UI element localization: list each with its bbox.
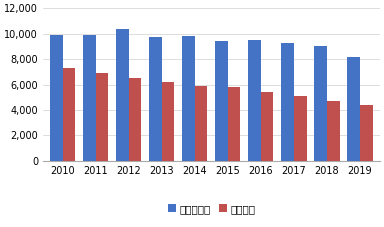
Bar: [50, 35, 63, 161]
Bar: [281, 42, 294, 161]
Bar: [162, 82, 174, 161]
Bar: [83, 35, 96, 161]
Bar: [294, 96, 306, 161]
Bar: [195, 86, 207, 161]
Bar: [116, 29, 129, 161]
Bar: [96, 73, 108, 161]
Bar: [248, 40, 261, 161]
Bar: [215, 41, 228, 161]
Bar: [228, 87, 240, 161]
Bar: [314, 46, 327, 161]
Bar: [348, 57, 360, 161]
Bar: [149, 37, 162, 161]
Bar: [261, 92, 273, 161]
Bar: [360, 105, 372, 161]
Bar: [129, 78, 141, 161]
Bar: [182, 36, 195, 161]
Bar: [327, 101, 339, 161]
Legend: 不慮の窒息, 交通事故: 不慮の窒息, 交通事故: [164, 200, 259, 218]
Bar: [63, 68, 75, 161]
